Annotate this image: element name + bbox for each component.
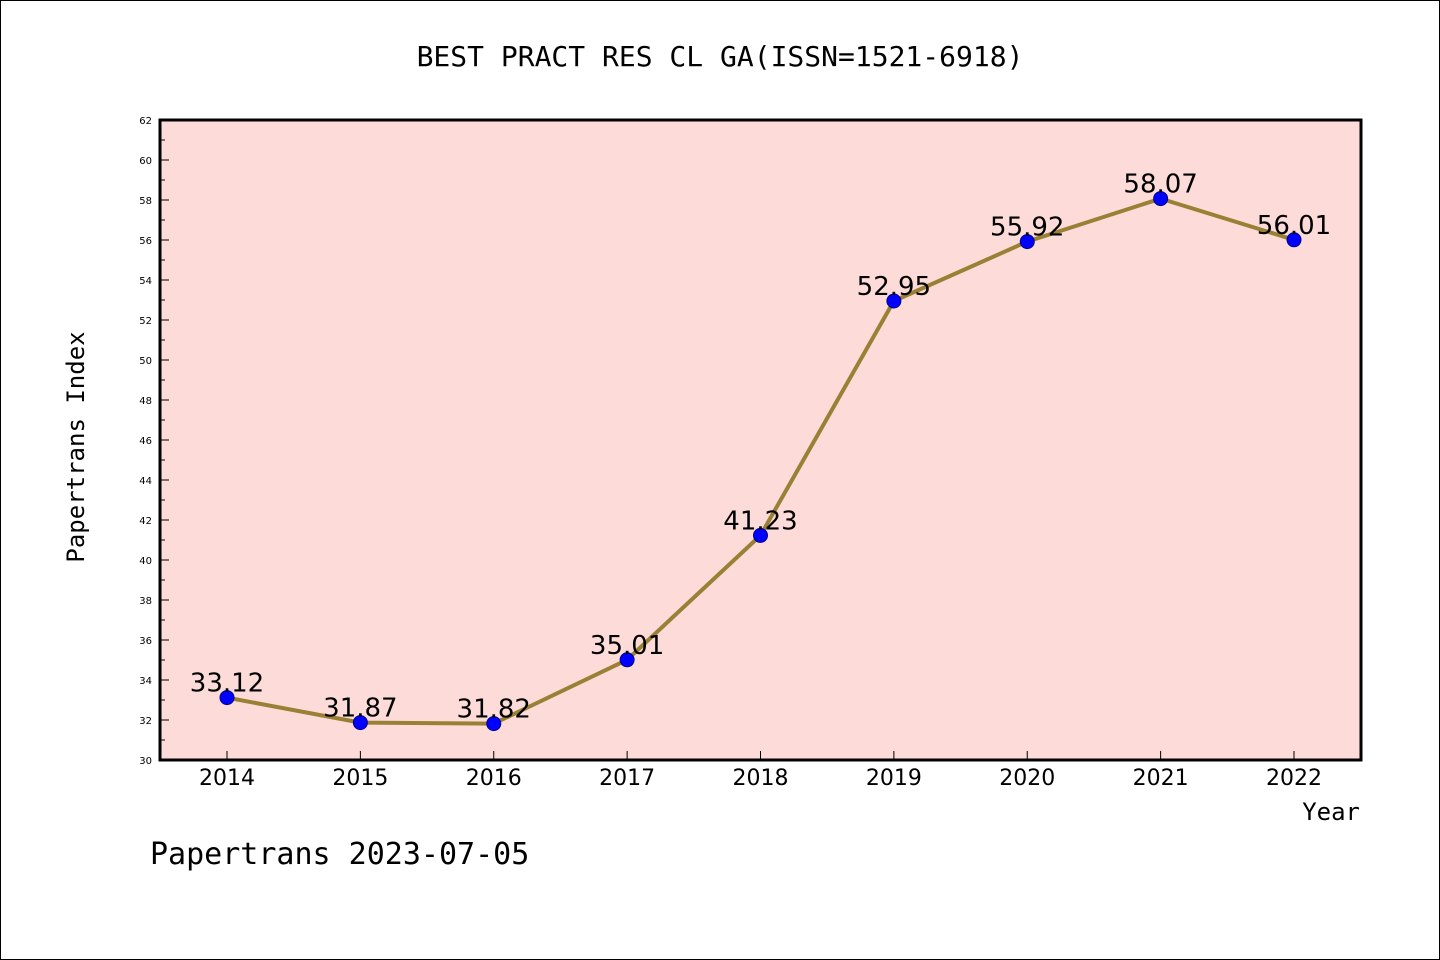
data-point — [486, 716, 502, 732]
data-point — [1019, 234, 1035, 250]
y-tick-label: 52 — [139, 316, 152, 327]
x-tick-label: 2018 — [733, 766, 789, 791]
data-label: 35.01 — [590, 631, 664, 661]
y-tick-label: 38 — [139, 596, 152, 607]
data-label: 33.12 — [190, 669, 264, 699]
x-tick-label: 2022 — [1266, 766, 1322, 791]
data-label: 52.95 — [857, 272, 931, 302]
data-point — [886, 293, 902, 309]
data-labels: 33.12 31.87 31.82 35.01 41.23 52.95 55.92 58.07… — [190, 170, 1331, 725]
data-label: 31.87 — [323, 694, 397, 724]
x-axis-ticks: 2014 2015 2016 2017 2018 2019 2020 2021 2022 — [199, 751, 1322, 791]
data-point — [619, 652, 635, 668]
data-point — [219, 690, 235, 706]
x-axis-label: Year — [1302, 798, 1360, 826]
data-label: 41.23 — [723, 506, 797, 536]
y-tick-label: 46 — [139, 436, 152, 447]
y-tick-label: 32 — [139, 716, 152, 727]
data-point — [1153, 191, 1169, 207]
y-axis-ticks: 30 32 34 36 38 40 42 44 46 48 50 52 54 56 58 60 62 — [139, 116, 169, 767]
y-tick-label: 56 — [139, 236, 152, 247]
plot-border — [158, 118, 1363, 762]
y-tick-label: 42 — [139, 516, 152, 527]
data-label: 58.07 — [1123, 170, 1197, 200]
y-tick-label: 54 — [139, 276, 152, 287]
data-label: 55.92 — [990, 213, 1064, 243]
plot-area — [160, 120, 1361, 760]
x-tick-label: 2017 — [599, 766, 655, 791]
data-label: 31.82 — [457, 695, 531, 725]
data-point — [1286, 232, 1302, 248]
y-tick-label: 34 — [139, 676, 152, 687]
y-tick-label: 48 — [139, 396, 152, 407]
x-tick-label: 2016 — [466, 766, 522, 791]
y-tick-label: 30 — [139, 756, 152, 767]
data-point — [352, 715, 368, 731]
y-tick-label: 36 — [139, 636, 152, 647]
y-tick-label: 60 — [139, 156, 152, 167]
chart-title: BEST PRACT RES CL GA(ISSN=1521-6918) — [417, 40, 1024, 73]
data-label: 56.01 — [1257, 211, 1331, 241]
data-point — [753, 527, 768, 543]
x-tick-label: 2019 — [866, 766, 922, 791]
footer-date: Papertrans 2023-07-05 — [150, 837, 529, 872]
y-axis-label: Papertrans Index — [62, 331, 90, 562]
y-tick-label: 62 — [139, 116, 152, 127]
x-tick-label: 2014 — [199, 766, 255, 791]
series-markers — [219, 191, 1302, 732]
y-tick-label: 44 — [139, 476, 152, 487]
x-tick-label: 2020 — [999, 766, 1055, 791]
y-tick-label: 50 — [139, 356, 152, 367]
x-tick-label: 2015 — [332, 766, 388, 791]
y-tick-label: 40 — [139, 556, 152, 567]
x-tick-label: 2021 — [1133, 766, 1189, 791]
y-tick-label: 58 — [139, 196, 152, 207]
